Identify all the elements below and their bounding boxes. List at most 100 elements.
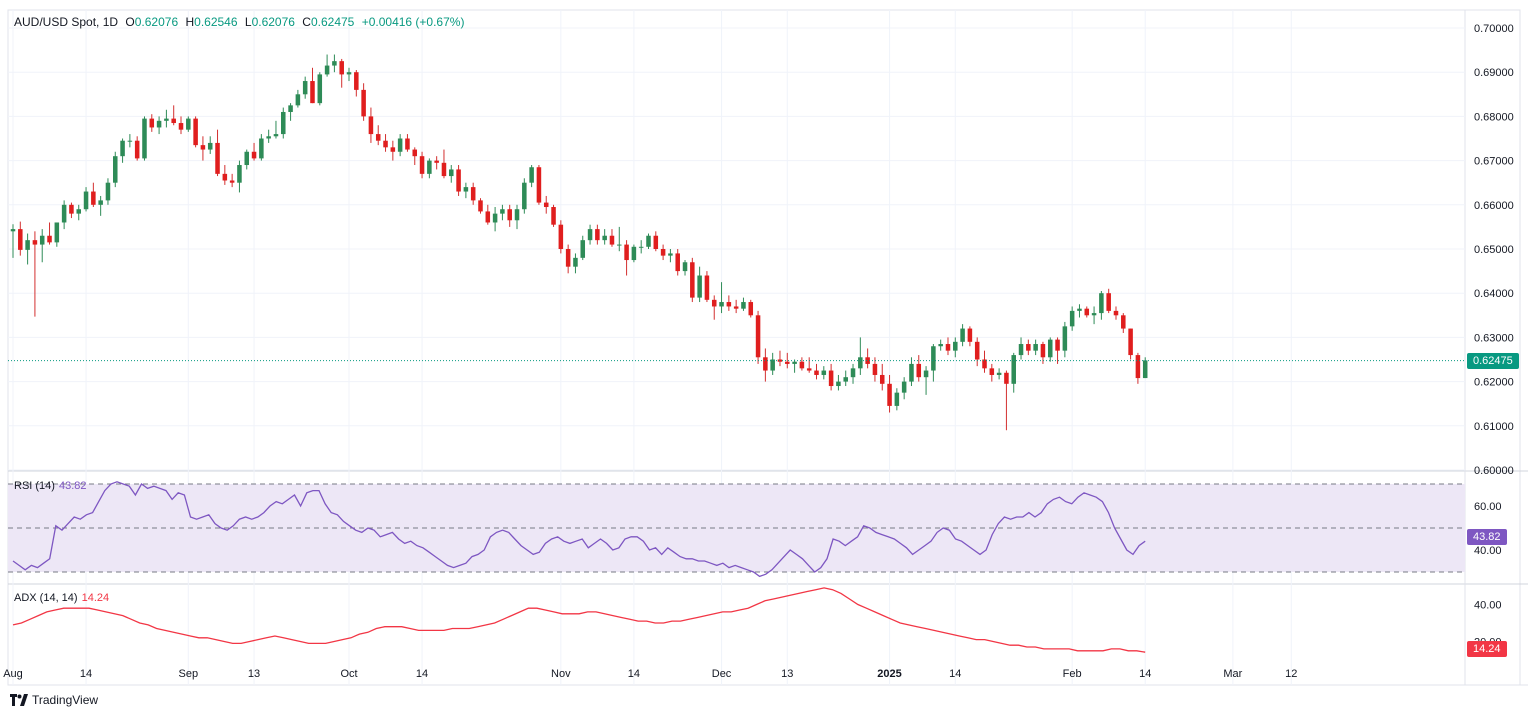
candle-body [624,244,629,261]
candle-body [310,81,315,104]
candle-body [1142,360,1148,379]
symbol-label[interactable]: AUD/USD Spot, 1D [14,15,119,29]
candle-body [960,328,965,342]
candle-body [565,249,571,267]
candle-body [186,118,191,130]
time-tick-label: 2025 [877,668,901,680]
candle-body [259,138,264,159]
candle-body [281,111,286,135]
candle-body [879,374,885,384]
candle-body [507,209,512,221]
candle-body [587,229,593,241]
candle-body [91,191,96,205]
candle-body [1135,355,1141,379]
candle-body [741,302,746,309]
candle-body [748,302,754,316]
rsi-value: 43.82 [58,480,87,492]
candle-body [865,357,870,364]
time-tick-label: 14 [80,668,92,680]
candle-body [317,74,323,104]
candle-body [536,167,542,203]
candle-body [1033,344,1038,351]
candle-body [266,136,271,139]
candle-body [719,302,724,307]
candle-body [485,211,491,223]
candle-body [617,244,622,246]
price-tick-label: 0.68000 [1474,111,1514,123]
candle-body [273,134,279,137]
candle-body [25,240,30,250]
candle-body [1055,339,1060,351]
time-tick-label: Mar [1223,668,1242,680]
last-price-tag: 0.62475 [1467,353,1519,369]
candle-body [76,209,82,214]
candle-body [375,134,381,141]
candle-body [244,151,250,166]
candle-body [974,341,980,360]
open-value: 0.62076 [134,15,179,29]
candle-body [646,235,651,247]
rsi-band [8,484,1465,572]
candle-body [405,138,410,150]
candle-body [1018,344,1024,356]
candle-body [982,359,987,369]
adx-legend[interactable]: ADX (14, 14) 14.24 [14,592,109,604]
candle-body [638,246,644,248]
candle-body [1026,344,1031,351]
candle-body [10,229,16,232]
low-label: L [244,15,252,29]
candle-body [785,361,790,364]
candle-body [668,253,673,256]
candle-body [390,147,396,152]
candle-body [850,368,856,378]
price-tick-label: 0.69000 [1474,67,1514,79]
rsi-legend[interactable]: RSI (14) 43.82 [14,480,87,492]
candle-body [251,151,257,159]
candle-body [1121,315,1126,329]
candle-body [500,209,505,214]
candle-body [368,116,374,135]
time-tick-label: 14 [628,668,640,680]
candle-body [543,202,549,208]
candle-body [134,140,140,159]
candle-body [828,370,834,387]
candle-body [427,160,432,174]
candle-body [967,328,973,342]
candle-body [463,187,469,192]
candle-body [551,207,556,225]
candle-body [704,275,710,300]
candle-body [894,392,900,406]
price-tick-label: 0.66000 [1474,200,1514,212]
rsi-price-tag: 43.82 [1467,529,1507,545]
candle-body [631,246,637,261]
candle-body [1099,293,1104,314]
candle-body [383,140,388,148]
candle-body [361,89,366,117]
rsi-tick-label: 60.00 [1474,501,1502,513]
candle-body [916,363,922,378]
tradingview-logo[interactable]: TradingView [10,693,98,707]
candle-body [127,140,133,142]
low-value: 0.62076 [251,15,295,29]
candle-body [324,65,330,75]
candle-body [558,224,564,249]
adx-label: ADX (14, 14) [14,592,78,604]
candle-body [770,359,775,371]
price-tick-label: 0.63000 [1474,332,1514,344]
time-tick-label: Nov [551,668,571,680]
candle-body [229,180,235,183]
candle-body [332,61,337,66]
time-tick-label: 14 [1139,668,1151,680]
candle-body [821,370,827,375]
candle-body [1084,308,1090,316]
open-label: O [125,15,135,29]
candle-body [733,306,739,309]
candle-body [1004,372,1009,384]
candle-body [660,249,666,256]
candle-body [412,149,418,157]
adx-value: 14.24 [81,592,110,604]
time-tick-label: Dec [712,668,732,680]
candle-body [1077,308,1082,311]
candle-body [397,138,403,152]
